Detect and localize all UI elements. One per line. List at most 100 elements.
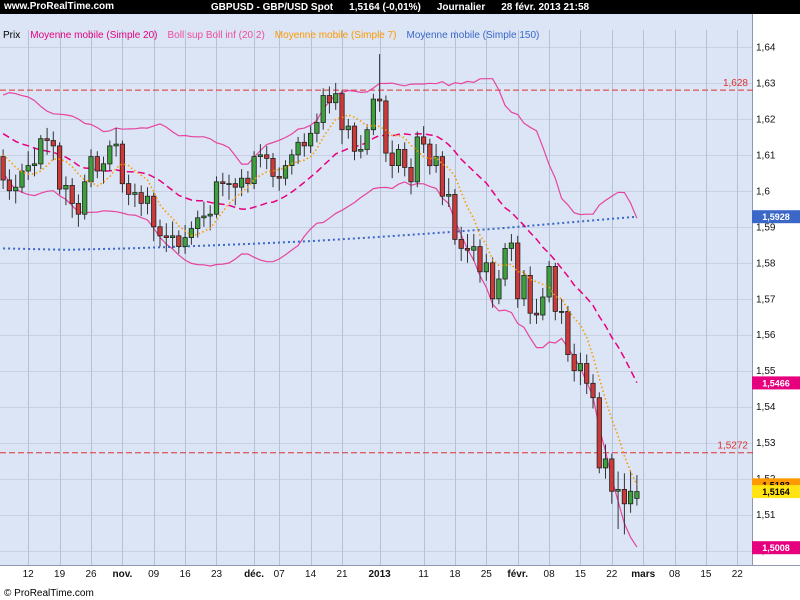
candle[interactable] [496,270,502,305]
candle[interactable] [50,131,56,161]
price-chart-canvas[interactable]: 1,6281,52721,641,631,621,611,61,591,581,… [0,14,800,600]
candle[interactable] [634,475,640,506]
candle[interactable] [621,473,628,535]
candle[interactable] [251,151,257,189]
candle[interactable] [6,169,12,200]
candle[interactable] [163,223,169,252]
candle[interactable] [213,176,220,218]
candle[interactable] [615,471,621,530]
candle[interactable] [289,149,295,175]
candle[interactable] [257,144,264,168]
candle[interactable] [201,201,207,227]
candle[interactable] [609,453,615,504]
candle[interactable] [584,354,590,395]
candle[interactable] [75,194,81,227]
candle[interactable] [138,185,144,216]
candle[interactable] [559,298,565,324]
candle[interactable] [414,131,420,188]
candle[interactable] [489,257,496,308]
candle[interactable] [508,234,515,261]
candle[interactable] [433,144,439,173]
candle[interactable] [151,192,157,242]
candle[interactable] [389,140,395,179]
candle[interactable] [395,144,402,173]
candle[interactable] [270,153,276,188]
candle[interactable] [596,392,602,474]
candle[interactable] [590,374,596,409]
candle[interactable] [358,135,364,159]
candle[interactable] [282,160,289,186]
candle[interactable] [376,54,383,112]
candle[interactable] [107,140,113,172]
candle[interactable] [533,298,540,324]
candle[interactable] [483,253,489,281]
candle[interactable] [314,113,320,143]
candle[interactable] [402,142,408,177]
candle[interactable] [458,226,464,261]
legend-item[interactable]: Moyenne mobile (Simple 7) [274,30,397,41]
candle[interactable] [439,151,446,206]
candle[interactable] [295,136,301,164]
candle[interactable] [364,124,370,155]
candle[interactable] [182,225,188,254]
candle[interactable] [126,174,132,206]
candle[interactable] [245,171,251,193]
candle[interactable] [326,86,333,114]
candle[interactable] [57,142,63,195]
candle[interactable] [515,235,521,308]
legend-item[interactable]: Boll sup Boll inf (20 2) [167,30,265,41]
candle[interactable] [226,174,232,200]
candle[interactable] [94,151,100,179]
candle[interactable] [383,95,389,163]
candle[interactable] [38,135,44,170]
candle[interactable] [577,352,584,386]
candle[interactable] [13,174,19,204]
candle[interactable] [207,205,213,231]
candle[interactable] [276,167,282,191]
candle[interactable] [100,156,107,184]
candle[interactable] [345,118,351,139]
candle[interactable] [31,147,38,177]
candle[interactable] [195,210,201,238]
candle[interactable] [82,174,88,220]
candle[interactable] [370,93,377,136]
candle[interactable] [176,230,182,254]
candle[interactable] [420,126,427,153]
candle[interactable] [301,133,307,157]
candle[interactable] [264,145,270,170]
candle[interactable] [527,266,533,324]
candle[interactable] [502,243,508,287]
candle[interactable] [571,343,577,382]
candle[interactable] [333,82,339,110]
candle[interactable] [427,138,433,175]
candle[interactable] [464,234,471,263]
candle[interactable] [113,127,119,157]
legend-item[interactable]: Moyenne mobile (Simple 20) [30,30,158,41]
candle[interactable] [169,221,176,249]
candle[interactable] [69,178,75,218]
candle[interactable] [471,234,477,261]
candle[interactable] [408,158,414,195]
candle[interactable] [320,88,326,130]
candle[interactable] [0,149,6,189]
candle[interactable] [232,178,238,206]
candle[interactable] [602,444,609,479]
candle[interactable] [132,183,138,207]
legend-item-price[interactable]: Prix [3,30,21,41]
candle[interactable] [19,163,25,193]
candle[interactable] [307,126,314,153]
candle[interactable] [25,151,31,180]
candle[interactable] [565,306,571,362]
candle[interactable] [628,471,634,513]
candle[interactable] [44,127,50,155]
candle[interactable] [540,288,546,321]
candle[interactable] [452,189,458,245]
candle[interactable] [546,261,552,303]
candle[interactable] [351,122,358,161]
candle[interactable] [552,262,558,321]
candle[interactable] [157,219,163,247]
candle[interactable] [144,187,151,215]
legend-item[interactable]: Moyenne mobile (Simple 150) [406,30,540,41]
candle[interactable] [446,178,452,207]
candle[interactable] [63,176,69,206]
